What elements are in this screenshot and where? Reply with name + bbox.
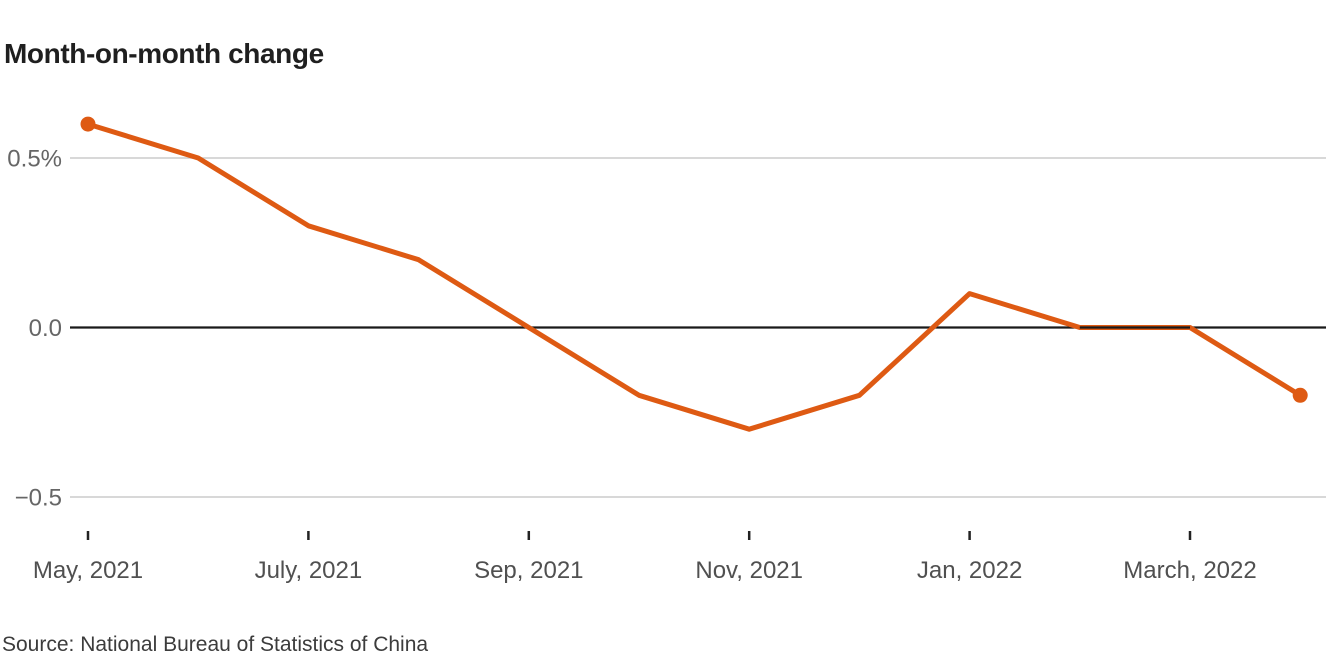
- x-axis-tick-label: Nov, 2021: [695, 557, 803, 584]
- x-axis-tick-label: March, 2022: [1123, 557, 1256, 584]
- y-axis-tick-label: −0.5: [15, 485, 62, 512]
- x-axis-tick-label: May, 2021: [33, 557, 143, 584]
- series-line: [85, 121, 1303, 432]
- chart-title: Month-on-month change: [4, 38, 324, 69]
- y-axis-tick-label: 0.0: [29, 315, 62, 342]
- source-note: Source: National Bureau of Statistics of…: [2, 633, 429, 656]
- endpoint-marker: [1292, 387, 1308, 403]
- endpoint-marker: [80, 116, 96, 132]
- y-axis-tick-label: 0.5%: [7, 146, 62, 173]
- x-axis-tick-label: July, 2021: [255, 557, 363, 584]
- x-axis-tick-label: Jan, 2022: [917, 557, 1022, 584]
- x-axis-tick-label: Sep, 2021: [474, 557, 583, 584]
